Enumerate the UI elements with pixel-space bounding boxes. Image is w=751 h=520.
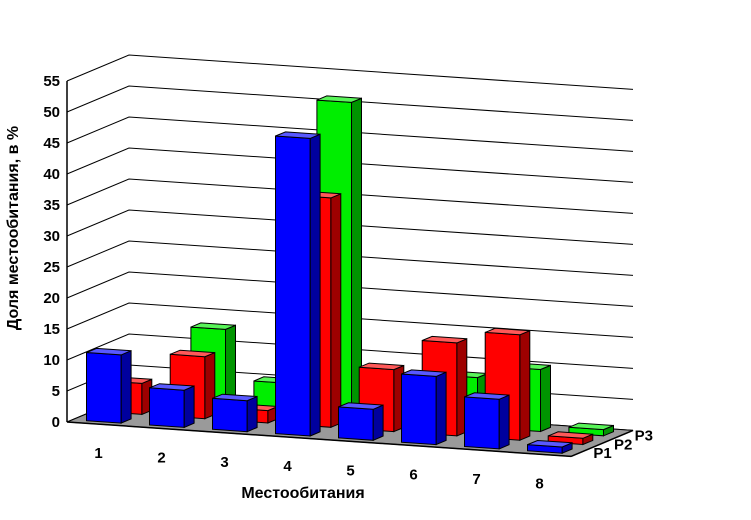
x-tick-6: 6 — [409, 467, 417, 484]
depth-axis — [570, 429, 634, 458]
bar-P1-6 — [401, 369, 447, 446]
x-tick-labels: 1 2 3 4 5 6 7 8 — [94, 445, 543, 492]
x-tick-7: 7 — [472, 471, 480, 488]
gridline-30 — [66, 209, 634, 245]
gridline-35 — [66, 178, 634, 214]
y-tick-40: 40 — [43, 166, 60, 183]
bar-P1-7 — [464, 392, 510, 450]
gridline-20 — [66, 271, 634, 307]
y-tick-25: 25 — [43, 259, 60, 276]
x-tick-8: 8 — [535, 475, 543, 492]
y-tick-20: 20 — [43, 290, 60, 307]
y-tick-0: 0 — [52, 414, 60, 431]
y-tick-5: 5 — [52, 383, 60, 400]
x-tick-5: 5 — [346, 462, 354, 479]
x-axis — [66, 421, 572, 458]
depth-label-P2: P2 — [614, 436, 632, 453]
y-tick-10: 10 — [43, 352, 60, 369]
gridline-40 — [66, 147, 634, 183]
bar-P1-8 — [527, 439, 573, 454]
bar-P1-4 — [275, 131, 321, 437]
bar-P1-2 — [149, 383, 195, 429]
x-axis-title: Местообитания — [241, 485, 364, 502]
y-tick-15: 15 — [43, 321, 60, 338]
depth-label-P1: P1 — [593, 445, 611, 462]
bar-P1-5 — [338, 402, 384, 442]
x-tick-3: 3 — [220, 454, 228, 471]
y-tick-45: 45 — [43, 135, 60, 152]
bars — [86, 95, 614, 454]
x-tick-4: 4 — [283, 458, 292, 475]
y-tick-labels: 0 5 10 15 20 25 30 35 40 45 50 55 — [43, 73, 60, 431]
bar-P1-1 — [86, 347, 132, 424]
gridline-50 — [66, 85, 634, 121]
gridline-55 — [66, 54, 634, 90]
gridline-45 — [66, 116, 634, 152]
gridline-25 — [66, 240, 634, 276]
y-tick-50: 50 — [43, 104, 60, 121]
gridline-15 — [66, 302, 634, 338]
side-wall — [67, 55, 129, 422]
y-axis-title: Доля местообитания, в % — [5, 126, 22, 330]
y-tick-30: 30 — [43, 228, 60, 245]
y-tick-55: 55 — [43, 73, 60, 90]
bar-P1-3 — [212, 393, 258, 433]
depth-label-P3: P3 — [635, 428, 653, 445]
x-tick-2: 2 — [157, 449, 165, 466]
y-tick-35: 35 — [43, 197, 60, 214]
x-tick-1: 1 — [94, 445, 102, 462]
bar-P3-8 — [568, 422, 614, 437]
axes — [66, 81, 634, 458]
